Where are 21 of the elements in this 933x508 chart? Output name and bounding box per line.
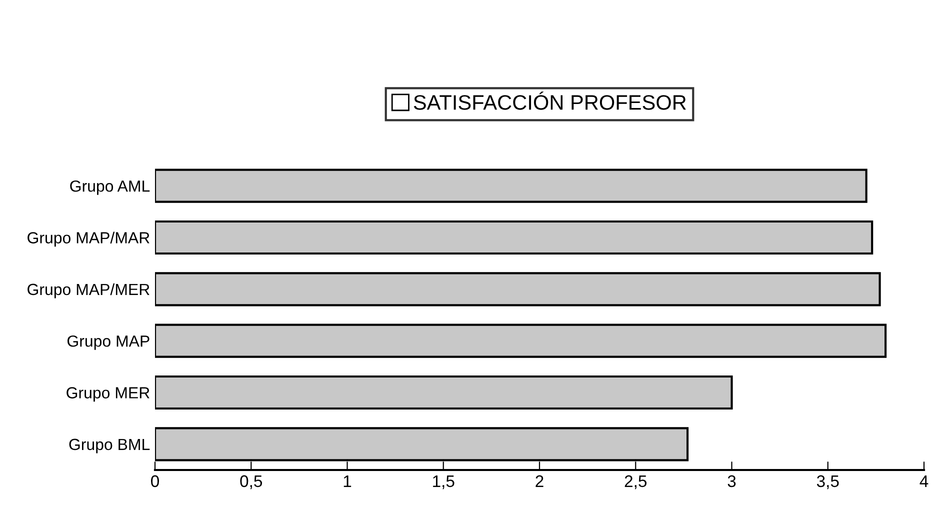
- bar: [155, 324, 887, 358]
- x-tick-label: 0,5: [240, 475, 262, 490]
- x-tick-label: 1,5: [433, 475, 454, 490]
- y-tick-label: Grupo MER: [66, 387, 150, 402]
- y-tick-label: Grupo MAP/MER: [28, 283, 150, 298]
- y-tick-label: Grupo BML: [69, 438, 150, 454]
- x-tick-label: 2: [536, 475, 544, 487]
- bar: [155, 375, 733, 410]
- x-tick-label: 0: [151, 475, 159, 488]
- x-tick-label: 3,5: [816, 475, 839, 490]
- bar: [155, 220, 874, 255]
- bar: [155, 272, 881, 306]
- y-tick-label: Grupo MAP: [68, 335, 150, 350]
- x-tick-label: 1: [344, 475, 352, 487]
- y-tick-label: Grupo MAP/MAR: [28, 232, 150, 247]
- x-tick-label: 3: [728, 475, 736, 488]
- legend-label: SATISFACCIÓN PROFESOR: [414, 92, 686, 110]
- bar: [155, 168, 868, 203]
- y-tick-label: Grupo AML: [70, 180, 150, 195]
- x-tick-label: 4: [920, 475, 928, 487]
- x-tick-label: 2,5: [624, 475, 647, 490]
